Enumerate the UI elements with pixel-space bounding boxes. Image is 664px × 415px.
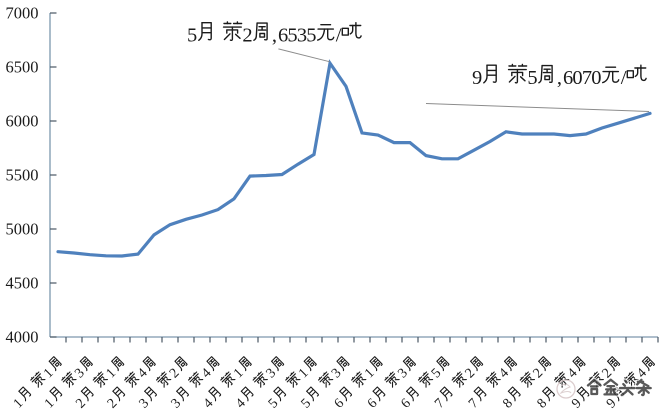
svg-text:2: 2 — [167, 366, 183, 382]
svg-text:3: 3 — [137, 396, 153, 412]
svg-text:1: 1 — [11, 396, 27, 412]
svg-text:8: 8 — [535, 396, 551, 412]
svg-text:/: / — [621, 67, 627, 89]
svg-text:2: 2 — [531, 366, 547, 382]
svg-text:6: 6 — [399, 396, 415, 412]
svg-text:6: 6 — [332, 396, 348, 412]
svg-text:3: 3 — [297, 25, 307, 47]
svg-text:5: 5 — [429, 366, 445, 382]
svg-text:4500: 4500 — [6, 273, 39, 292]
svg-text:1: 1 — [296, 366, 312, 382]
svg-text:,: , — [557, 67, 562, 89]
svg-text:3: 3 — [264, 366, 280, 382]
svg-text:4: 4 — [201, 396, 217, 412]
svg-text:6500: 6500 — [6, 57, 39, 76]
svg-text:4: 4 — [199, 366, 215, 382]
svg-text:7000: 7000 — [6, 3, 39, 22]
svg-text:2: 2 — [73, 396, 89, 412]
svg-text:4: 4 — [565, 366, 581, 382]
svg-text:9: 9 — [569, 396, 585, 412]
svg-text:3: 3 — [329, 366, 345, 382]
svg-text:4: 4 — [135, 366, 151, 382]
svg-text:9: 9 — [472, 67, 482, 89]
svg-text:1: 1 — [41, 366, 57, 382]
svg-text:7: 7 — [466, 396, 482, 412]
svg-text:5: 5 — [187, 25, 197, 47]
svg-text:2: 2 — [242, 25, 252, 47]
svg-text:5: 5 — [306, 25, 316, 47]
svg-text:3: 3 — [72, 366, 88, 382]
svg-text:2: 2 — [105, 396, 121, 412]
svg-text:7: 7 — [432, 396, 448, 412]
svg-text:6: 6 — [563, 67, 573, 89]
svg-text:4: 4 — [496, 366, 512, 382]
svg-text:6: 6 — [365, 396, 381, 412]
svg-text:1: 1 — [42, 396, 58, 412]
svg-text:7: 7 — [582, 67, 592, 89]
svg-text:1: 1 — [231, 366, 247, 382]
svg-text:5: 5 — [299, 396, 315, 412]
svg-text:6000: 6000 — [6, 111, 39, 130]
svg-text:9: 9 — [604, 396, 620, 412]
svg-text:3: 3 — [169, 396, 185, 412]
svg-text:6: 6 — [278, 25, 288, 47]
svg-text:5500: 5500 — [6, 165, 39, 184]
svg-text:1: 1 — [362, 366, 378, 382]
svg-text:5: 5 — [287, 25, 297, 47]
svg-text:5: 5 — [527, 67, 537, 89]
svg-text:2: 2 — [463, 366, 479, 382]
svg-text:4: 4 — [233, 396, 249, 412]
svg-text:0: 0 — [591, 67, 601, 89]
svg-text:0: 0 — [572, 67, 582, 89]
svg-text:/: / — [336, 25, 342, 47]
svg-text:5: 5 — [266, 396, 282, 412]
svg-text:5000: 5000 — [6, 219, 39, 238]
svg-text:3: 3 — [395, 366, 411, 382]
svg-text:,: , — [272, 25, 277, 47]
svg-text:4000: 4000 — [6, 327, 39, 346]
svg-text:8: 8 — [500, 396, 516, 412]
svg-text:1: 1 — [104, 366, 120, 382]
